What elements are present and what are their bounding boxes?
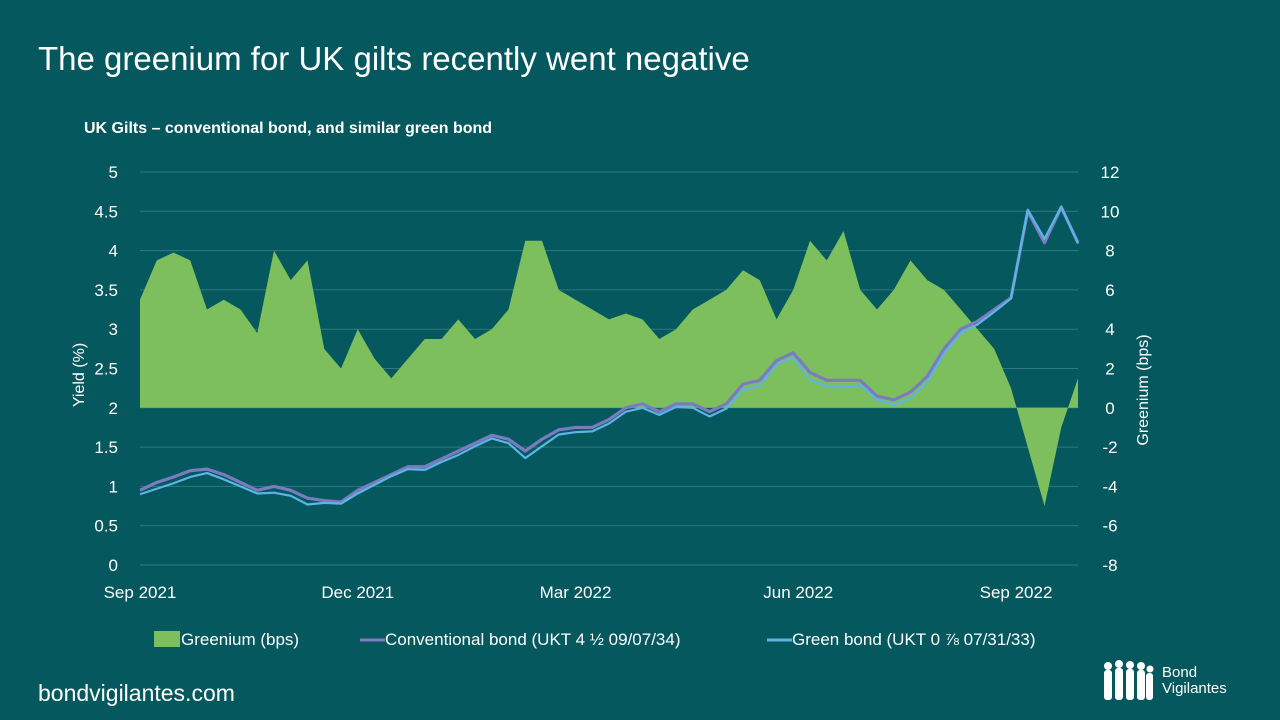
y-right-tick-label: -2 xyxy=(1102,438,1117,457)
legend-label-conventional: Conventional bond (UKT 4 ½ 09/07/34) xyxy=(385,630,681,649)
y-left-tick-label: 2 xyxy=(109,399,118,418)
y-right-tick-label: 4 xyxy=(1105,320,1114,339)
y-right-tick-label: -8 xyxy=(1102,556,1117,575)
greenium-area xyxy=(140,230,1078,507)
y-left-tick-label: 4 xyxy=(109,242,118,261)
y-right-tick-label: 8 xyxy=(1105,242,1114,261)
green-bond-line xyxy=(139,205,1080,506)
y-right-tick-label: 0 xyxy=(1105,399,1114,418)
x-tick-label: Dec 2021 xyxy=(321,583,394,602)
y-left-tick-label: 3.5 xyxy=(94,281,118,300)
y-left-tick-label: 1 xyxy=(109,477,118,496)
conventional-bond-line xyxy=(139,205,1080,504)
y-axis-left-label: Yield (%) xyxy=(71,343,88,407)
page-title: The greenium for UK gilts recently went … xyxy=(38,40,750,77)
y-right-tick-label: 12 xyxy=(1101,163,1120,182)
legend-label-green-bond: Green bond (UKT 0 ⅞ 07/31/33) xyxy=(792,630,1036,649)
logo-text-line1: Bond xyxy=(1162,664,1198,681)
y-right-tick-label: -6 xyxy=(1102,517,1117,536)
y-left-tick-label: 2.5 xyxy=(94,360,118,379)
x-tick-label: Sep 2022 xyxy=(980,583,1053,602)
x-tick-label: Jun 2022 xyxy=(763,583,833,602)
y-axis-right-label: Greenium (bps) xyxy=(1135,334,1152,445)
x-tick-label: Sep 2021 xyxy=(104,583,177,602)
y-left-tick-label: 0.5 xyxy=(94,517,118,536)
chart-title: UK Gilts – conventional bond, and simila… xyxy=(84,120,493,137)
y-right-tick-label: 2 xyxy=(1105,360,1114,379)
y-left-tick-label: 0 xyxy=(109,556,118,575)
x-tick-label: Mar 2022 xyxy=(540,583,612,602)
y-left-tick-label: 3 xyxy=(109,320,118,339)
y-right-tick-label: 6 xyxy=(1105,281,1114,300)
legend: Greenium (bps) Conventional bond (UKT 4 … xyxy=(154,630,1036,649)
legend-label-greenium: Greenium (bps) xyxy=(181,630,299,649)
y-left-tick-label: 5 xyxy=(109,163,118,182)
bond-vigilantes-logo: Bond Vigilantes xyxy=(1100,660,1227,702)
y-left-tick-label: 1.5 xyxy=(94,438,118,457)
logo-text-line2: Vigilantes xyxy=(1162,680,1227,697)
people-silhouette-icon xyxy=(1104,660,1154,700)
y-right-tick-label: -4 xyxy=(1102,477,1117,496)
y-left-tick-label: 4.5 xyxy=(94,202,118,221)
legend-swatch-greenium xyxy=(154,631,180,647)
footer-url: bondvigilantes.com xyxy=(38,680,235,706)
y-right-tick-label: 10 xyxy=(1101,202,1120,221)
